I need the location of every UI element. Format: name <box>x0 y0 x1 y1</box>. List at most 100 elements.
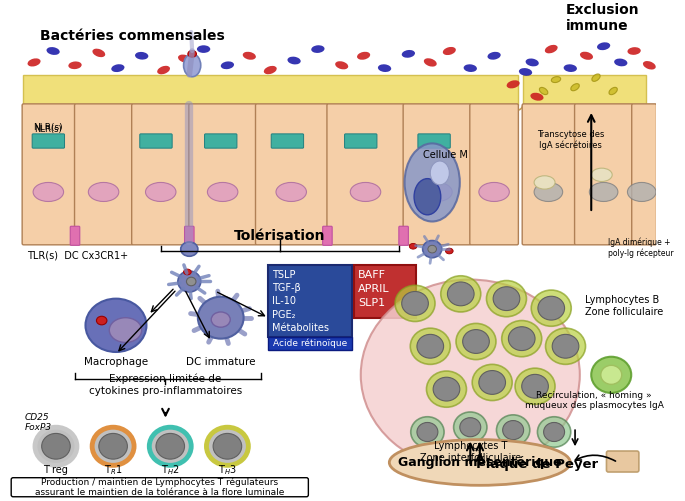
FancyBboxPatch shape <box>522 104 575 245</box>
Ellipse shape <box>178 271 201 292</box>
Ellipse shape <box>410 328 450 364</box>
Ellipse shape <box>493 287 520 311</box>
Ellipse shape <box>601 365 622 384</box>
Text: Recirculation, « homing »
muqueux des plasmocytes IgA: Recirculation, « homing » muqueux des pl… <box>525 391 664 410</box>
FancyBboxPatch shape <box>75 104 133 245</box>
Ellipse shape <box>430 161 449 185</box>
Ellipse shape <box>350 182 381 201</box>
Ellipse shape <box>445 248 453 254</box>
Ellipse shape <box>86 299 147 352</box>
Ellipse shape <box>538 417 571 447</box>
FancyBboxPatch shape <box>11 478 308 497</box>
Text: Acide rétinoïque: Acide rétinoïque <box>273 339 347 348</box>
Text: T$_H$2: T$_H$2 <box>161 463 179 477</box>
Ellipse shape <box>288 57 301 65</box>
Ellipse shape <box>184 54 201 77</box>
FancyBboxPatch shape <box>470 104 519 245</box>
Ellipse shape <box>186 277 196 286</box>
Ellipse shape <box>156 433 184 459</box>
Ellipse shape <box>410 243 417 249</box>
FancyBboxPatch shape <box>403 104 471 245</box>
FancyBboxPatch shape <box>189 104 256 245</box>
Ellipse shape <box>519 68 532 76</box>
Ellipse shape <box>135 52 149 60</box>
Text: Lymphocytes B
Zone folliculaire: Lymphocytes B Zone folliculaire <box>584 295 663 317</box>
Ellipse shape <box>149 427 191 465</box>
Text: T$_H$3: T$_H$3 <box>218 463 237 477</box>
Ellipse shape <box>443 47 456 55</box>
FancyBboxPatch shape <box>23 75 518 105</box>
Ellipse shape <box>42 433 71 459</box>
Text: Bactéries commensales: Bactéries commensales <box>40 29 225 43</box>
Text: Macrophage: Macrophage <box>84 357 148 367</box>
Ellipse shape <box>507 80 520 88</box>
Ellipse shape <box>530 93 543 101</box>
FancyBboxPatch shape <box>418 134 450 148</box>
Ellipse shape <box>221 62 234 69</box>
FancyBboxPatch shape <box>575 104 633 245</box>
Ellipse shape <box>460 418 481 437</box>
Ellipse shape <box>538 296 564 320</box>
Ellipse shape <box>68 62 82 69</box>
Ellipse shape <box>97 316 107 325</box>
Ellipse shape <box>515 368 555 404</box>
Text: BAFF
APRIL
SLP1: BAFF APRIL SLP1 <box>358 270 390 308</box>
Text: Cellule M: Cellule M <box>423 150 468 160</box>
Ellipse shape <box>501 321 542 357</box>
Ellipse shape <box>534 182 562 201</box>
Ellipse shape <box>405 143 460 221</box>
Ellipse shape <box>99 433 127 459</box>
Ellipse shape <box>417 422 438 441</box>
FancyBboxPatch shape <box>354 266 416 318</box>
Ellipse shape <box>145 182 176 201</box>
FancyBboxPatch shape <box>32 134 64 148</box>
Text: NLR(s): NLR(s) <box>34 123 63 132</box>
Ellipse shape <box>27 59 40 67</box>
Ellipse shape <box>188 51 197 57</box>
Ellipse shape <box>276 182 306 201</box>
Ellipse shape <box>627 47 640 55</box>
Ellipse shape <box>427 371 466 407</box>
Ellipse shape <box>264 66 277 74</box>
Ellipse shape <box>197 45 210 53</box>
Ellipse shape <box>525 59 539 66</box>
Ellipse shape <box>361 280 580 470</box>
Ellipse shape <box>564 64 577 72</box>
FancyBboxPatch shape <box>205 134 237 148</box>
Ellipse shape <box>614 59 627 66</box>
FancyBboxPatch shape <box>271 134 303 148</box>
Text: DC immature: DC immature <box>186 357 256 367</box>
Ellipse shape <box>532 290 571 326</box>
Ellipse shape <box>464 64 477 72</box>
Ellipse shape <box>411 417 444 447</box>
FancyBboxPatch shape <box>269 337 352 350</box>
FancyBboxPatch shape <box>132 104 190 245</box>
FancyBboxPatch shape <box>632 104 656 245</box>
Ellipse shape <box>580 52 593 60</box>
Ellipse shape <box>92 49 105 57</box>
Text: CD25
FoxP3: CD25 FoxP3 <box>25 413 51 432</box>
Ellipse shape <box>534 176 555 189</box>
Ellipse shape <box>424 58 437 67</box>
Ellipse shape <box>479 182 510 201</box>
Ellipse shape <box>544 422 564 441</box>
Ellipse shape <box>486 281 527 317</box>
Text: T$_R$1: T$_R$1 <box>104 463 123 477</box>
FancyBboxPatch shape <box>184 226 194 245</box>
Ellipse shape <box>545 45 558 53</box>
Ellipse shape <box>423 240 442 258</box>
Ellipse shape <box>608 454 637 471</box>
Ellipse shape <box>453 412 487 442</box>
Ellipse shape <box>378 64 391 72</box>
Ellipse shape <box>206 427 249 465</box>
Text: Lymphocytes T
Zone interfolliculaire: Lymphocytes T Zone interfolliculaire <box>420 441 521 462</box>
Text: T reg: T reg <box>44 465 68 475</box>
Ellipse shape <box>551 77 561 83</box>
Ellipse shape <box>414 179 440 215</box>
Ellipse shape <box>497 415 530 445</box>
Ellipse shape <box>479 371 506 394</box>
Ellipse shape <box>447 282 474 306</box>
Ellipse shape <box>111 64 125 72</box>
Ellipse shape <box>428 245 436 253</box>
Text: Plaque de Peyer: Plaque de Peyer <box>476 458 598 471</box>
